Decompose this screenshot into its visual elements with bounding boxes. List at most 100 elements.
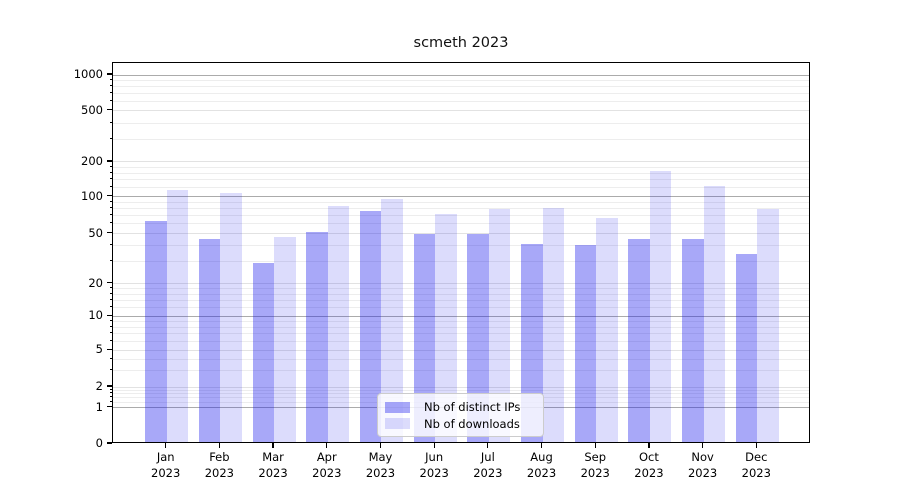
y-tick-label: 200 [81, 153, 103, 168]
legend-item-downloads: Nb of downloads [385, 416, 535, 432]
bar-apr-downloads [327, 205, 350, 442]
y-tick-label: 100 [81, 188, 103, 203]
x-tick-mark [702, 443, 704, 448]
x-tick-mark [218, 443, 220, 448]
x-tick-label-feb: Feb 2023 [191, 450, 247, 481]
minor-gridline [113, 187, 809, 189]
decade-gridline [113, 196, 809, 198]
x-tick-month: Sep [584, 450, 607, 464]
x-tick-label-jun: Jun 2023 [406, 450, 462, 481]
x-tick-month: Jan [156, 450, 175, 464]
minor-gridline [113, 201, 809, 203]
x-tick-year: 2023 [204, 465, 235, 480]
major-gridline [113, 161, 809, 163]
x-tick-month: Mar [262, 450, 284, 464]
x-tick-mark [326, 443, 328, 448]
y-minor-tick-mark [109, 369, 112, 371]
minor-gridline [113, 85, 809, 87]
legend-swatch [385, 401, 410, 413]
x-tick-year: 2023 [634, 465, 664, 480]
y-tick-mark [107, 348, 112, 350]
x-tick-label-sep: Sep 2023 [567, 450, 623, 481]
x-tick-year: 2023 [687, 465, 718, 480]
y-minor-tick-mark [109, 339, 112, 341]
minor-gridline [113, 320, 809, 322]
minor-gridline [113, 358, 809, 360]
minor-gridline [113, 370, 809, 372]
minor-gridline [113, 389, 809, 391]
minor-gridline [113, 288, 809, 290]
x-tick-month: Feb [209, 450, 230, 464]
minor-gridline [113, 299, 809, 301]
bar-jun-downloads [435, 213, 457, 442]
y-tick-label: 10 [88, 308, 103, 323]
x-tick-mark [540, 443, 543, 448]
minor-gridline [113, 245, 809, 247]
minor-gridline [113, 326, 809, 328]
bar-aug-distinct-ips [521, 243, 543, 442]
minor-gridline [113, 293, 809, 295]
minor-gridline [113, 261, 809, 263]
x-tick-mark [755, 443, 757, 448]
x-tick-month: Apr [316, 450, 337, 464]
bar-aug-downloads [542, 207, 565, 442]
x-tick-label-jul: Jul 2023 [460, 450, 516, 481]
bar-sep-distinct-ips [574, 245, 597, 442]
bar-mar-distinct-ips [252, 263, 275, 442]
y-minor-tick-mark [109, 244, 112, 246]
bar-jan-downloads [166, 189, 189, 442]
x-tick-month: Oct [638, 450, 659, 464]
y-minor-tick-mark [109, 357, 112, 359]
decade-gridline [113, 74, 809, 76]
y-minor-tick-mark [109, 186, 112, 188]
x-tick-month: Jun [425, 450, 444, 464]
y-minor-tick-mark [109, 396, 112, 398]
minor-gridline [113, 100, 809, 102]
legend-swatch [385, 418, 410, 430]
decade-gridline [113, 315, 809, 317]
legend: Nb of distinct IPs Nb of downloads [377, 393, 544, 437]
y-tick-mark [107, 385, 112, 387]
y-minor-tick-mark [109, 260, 112, 262]
major-gridline [113, 233, 809, 235]
minor-gridline [113, 79, 809, 81]
y-tick-mark [107, 232, 112, 234]
y-minor-tick-mark [109, 306, 112, 308]
bar-jul-distinct-ips [467, 233, 489, 442]
x-tick-label-nov: Nov 2023 [675, 450, 731, 481]
bar-feb-distinct-ips [198, 238, 221, 442]
minor-gridline [113, 122, 809, 124]
bar-dec-downloads [757, 209, 779, 442]
y-minor-tick-mark [109, 392, 112, 394]
y-minor-tick-mark [109, 292, 112, 294]
x-tick-year: 2023 [741, 465, 771, 480]
y-minor-tick-mark [109, 200, 112, 202]
major-gridline [113, 386, 809, 388]
bar-dec-distinct-ips [735, 254, 758, 442]
bar-may-distinct-ips [359, 210, 382, 442]
minor-gridline [113, 179, 809, 181]
minor-gridline [113, 333, 809, 335]
plot-area: Nb of distinct IPs Nb of downloads [112, 62, 810, 443]
y-minor-tick-mark [109, 325, 112, 327]
x-tick-year: 2023 [151, 465, 181, 480]
y-minor-tick-mark [109, 91, 112, 93]
legend-item-distinct-ips: Nb of distinct IPs [385, 399, 535, 415]
x-tick-year: 2023 [526, 465, 557, 480]
bar-nov-distinct-ips [682, 238, 704, 442]
minor-gridline [113, 215, 809, 217]
x-tick-mark [648, 443, 650, 448]
major-gridline [113, 110, 809, 112]
y-tick-label: 20 [88, 275, 103, 290]
x-tick-label-mar: Mar 2023 [245, 450, 301, 481]
y-minor-tick-mark [109, 171, 112, 173]
y-minor-tick-mark [109, 214, 112, 216]
y-minor-tick-mark [109, 99, 112, 101]
x-tick-label-aug: Aug 2023 [514, 450, 570, 481]
x-tick-label-oct: Oct 2023 [621, 450, 677, 481]
x-tick-label-apr: Apr 2023 [299, 450, 355, 481]
y-tick-label: 500 [81, 102, 103, 117]
bar-may-downloads [381, 198, 403, 442]
y-tick-mark [107, 73, 112, 75]
y-minor-tick-mark [109, 319, 112, 321]
